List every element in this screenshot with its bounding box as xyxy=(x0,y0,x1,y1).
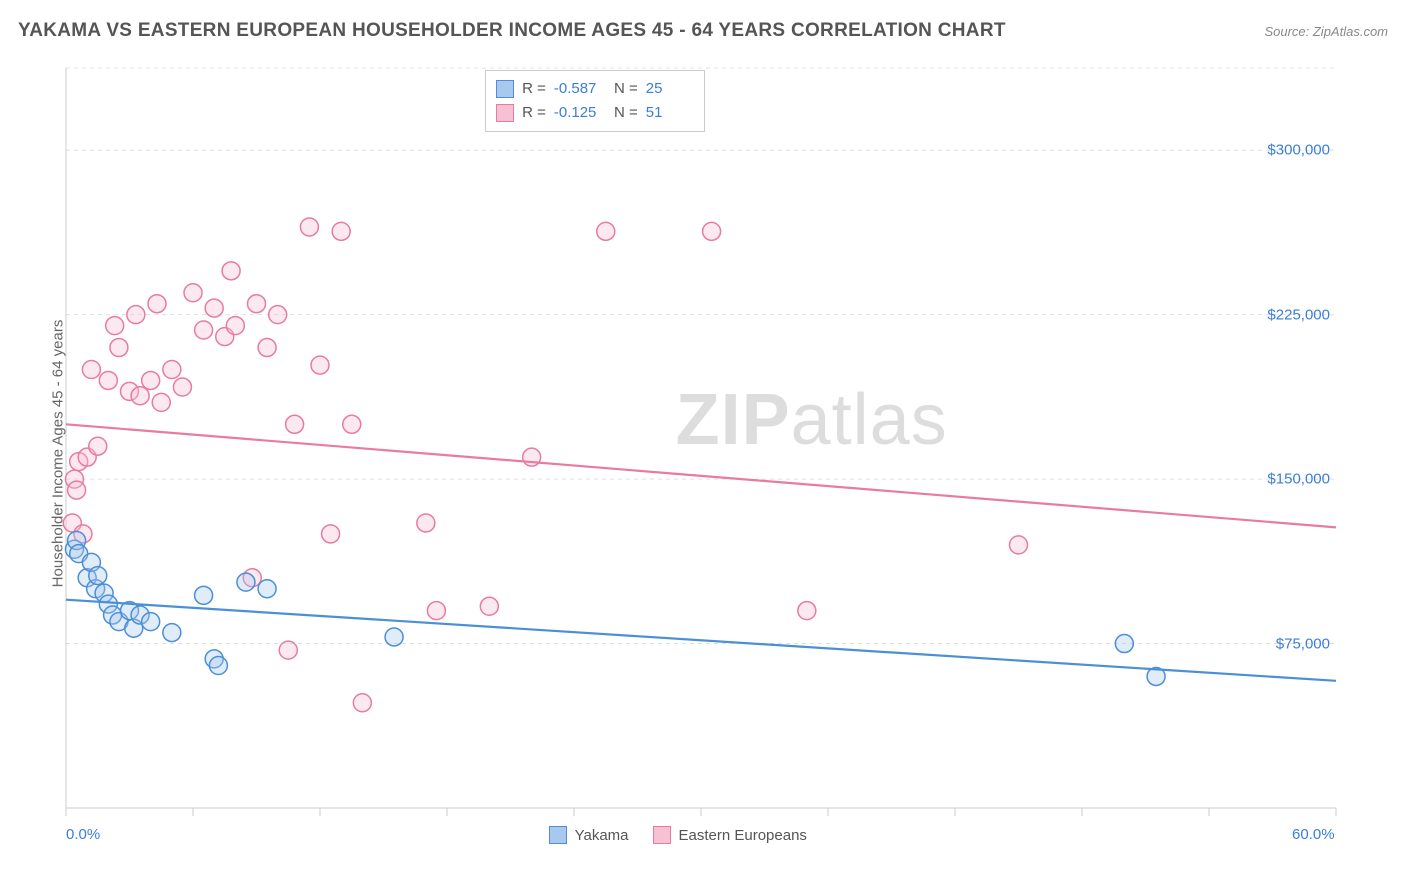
eastern-swatch xyxy=(653,826,671,844)
x-axis-max-label: 60.0% xyxy=(1292,826,1335,843)
source-attribution: Source: ZipAtlas.com xyxy=(1264,24,1388,39)
legend-item-yakama: Yakama xyxy=(549,826,629,844)
n-label: N = xyxy=(610,77,638,101)
yakama-n-value: 25 xyxy=(646,77,694,101)
x-axis-min-label: 0.0% xyxy=(66,826,100,843)
eastern-swatch xyxy=(496,104,514,122)
r-label: R = xyxy=(522,77,546,101)
yakama-swatch xyxy=(549,826,567,844)
y-tick-label: $225,000 xyxy=(1267,306,1330,323)
y-tick-label: $300,000 xyxy=(1267,142,1330,159)
chart-container: Householder Income Ages 45 - 64 years ZI… xyxy=(48,60,1358,830)
series-legend: Yakama Eastern Europeans xyxy=(549,826,807,844)
correlation-stats-box: R = -0.587 N = 25 R = -0.125 N = 51 xyxy=(485,70,705,132)
y-tick-label: $150,000 xyxy=(1267,471,1330,488)
chart-title: YAKAMA VS EASTERN EUROPEAN HOUSEHOLDER I… xyxy=(18,20,1006,42)
yakama-legend-label: Yakama xyxy=(575,827,629,844)
legend-item-eastern: Eastern Europeans xyxy=(653,826,807,844)
stats-row-yakama: R = -0.587 N = 25 xyxy=(496,77,694,101)
n-label: N = xyxy=(610,101,638,125)
scatter-plot xyxy=(48,60,1358,830)
r-label: R = xyxy=(522,101,546,125)
eastern-r-value: -0.125 xyxy=(554,101,602,125)
stats-row-eastern: R = -0.125 N = 51 xyxy=(496,101,694,125)
yakama-swatch xyxy=(496,80,514,98)
eastern-legend-label: Eastern Europeans xyxy=(679,827,807,844)
eastern-n-value: 51 xyxy=(646,101,694,125)
y-tick-label: $75,000 xyxy=(1276,635,1330,652)
yakama-r-value: -0.587 xyxy=(554,77,602,101)
